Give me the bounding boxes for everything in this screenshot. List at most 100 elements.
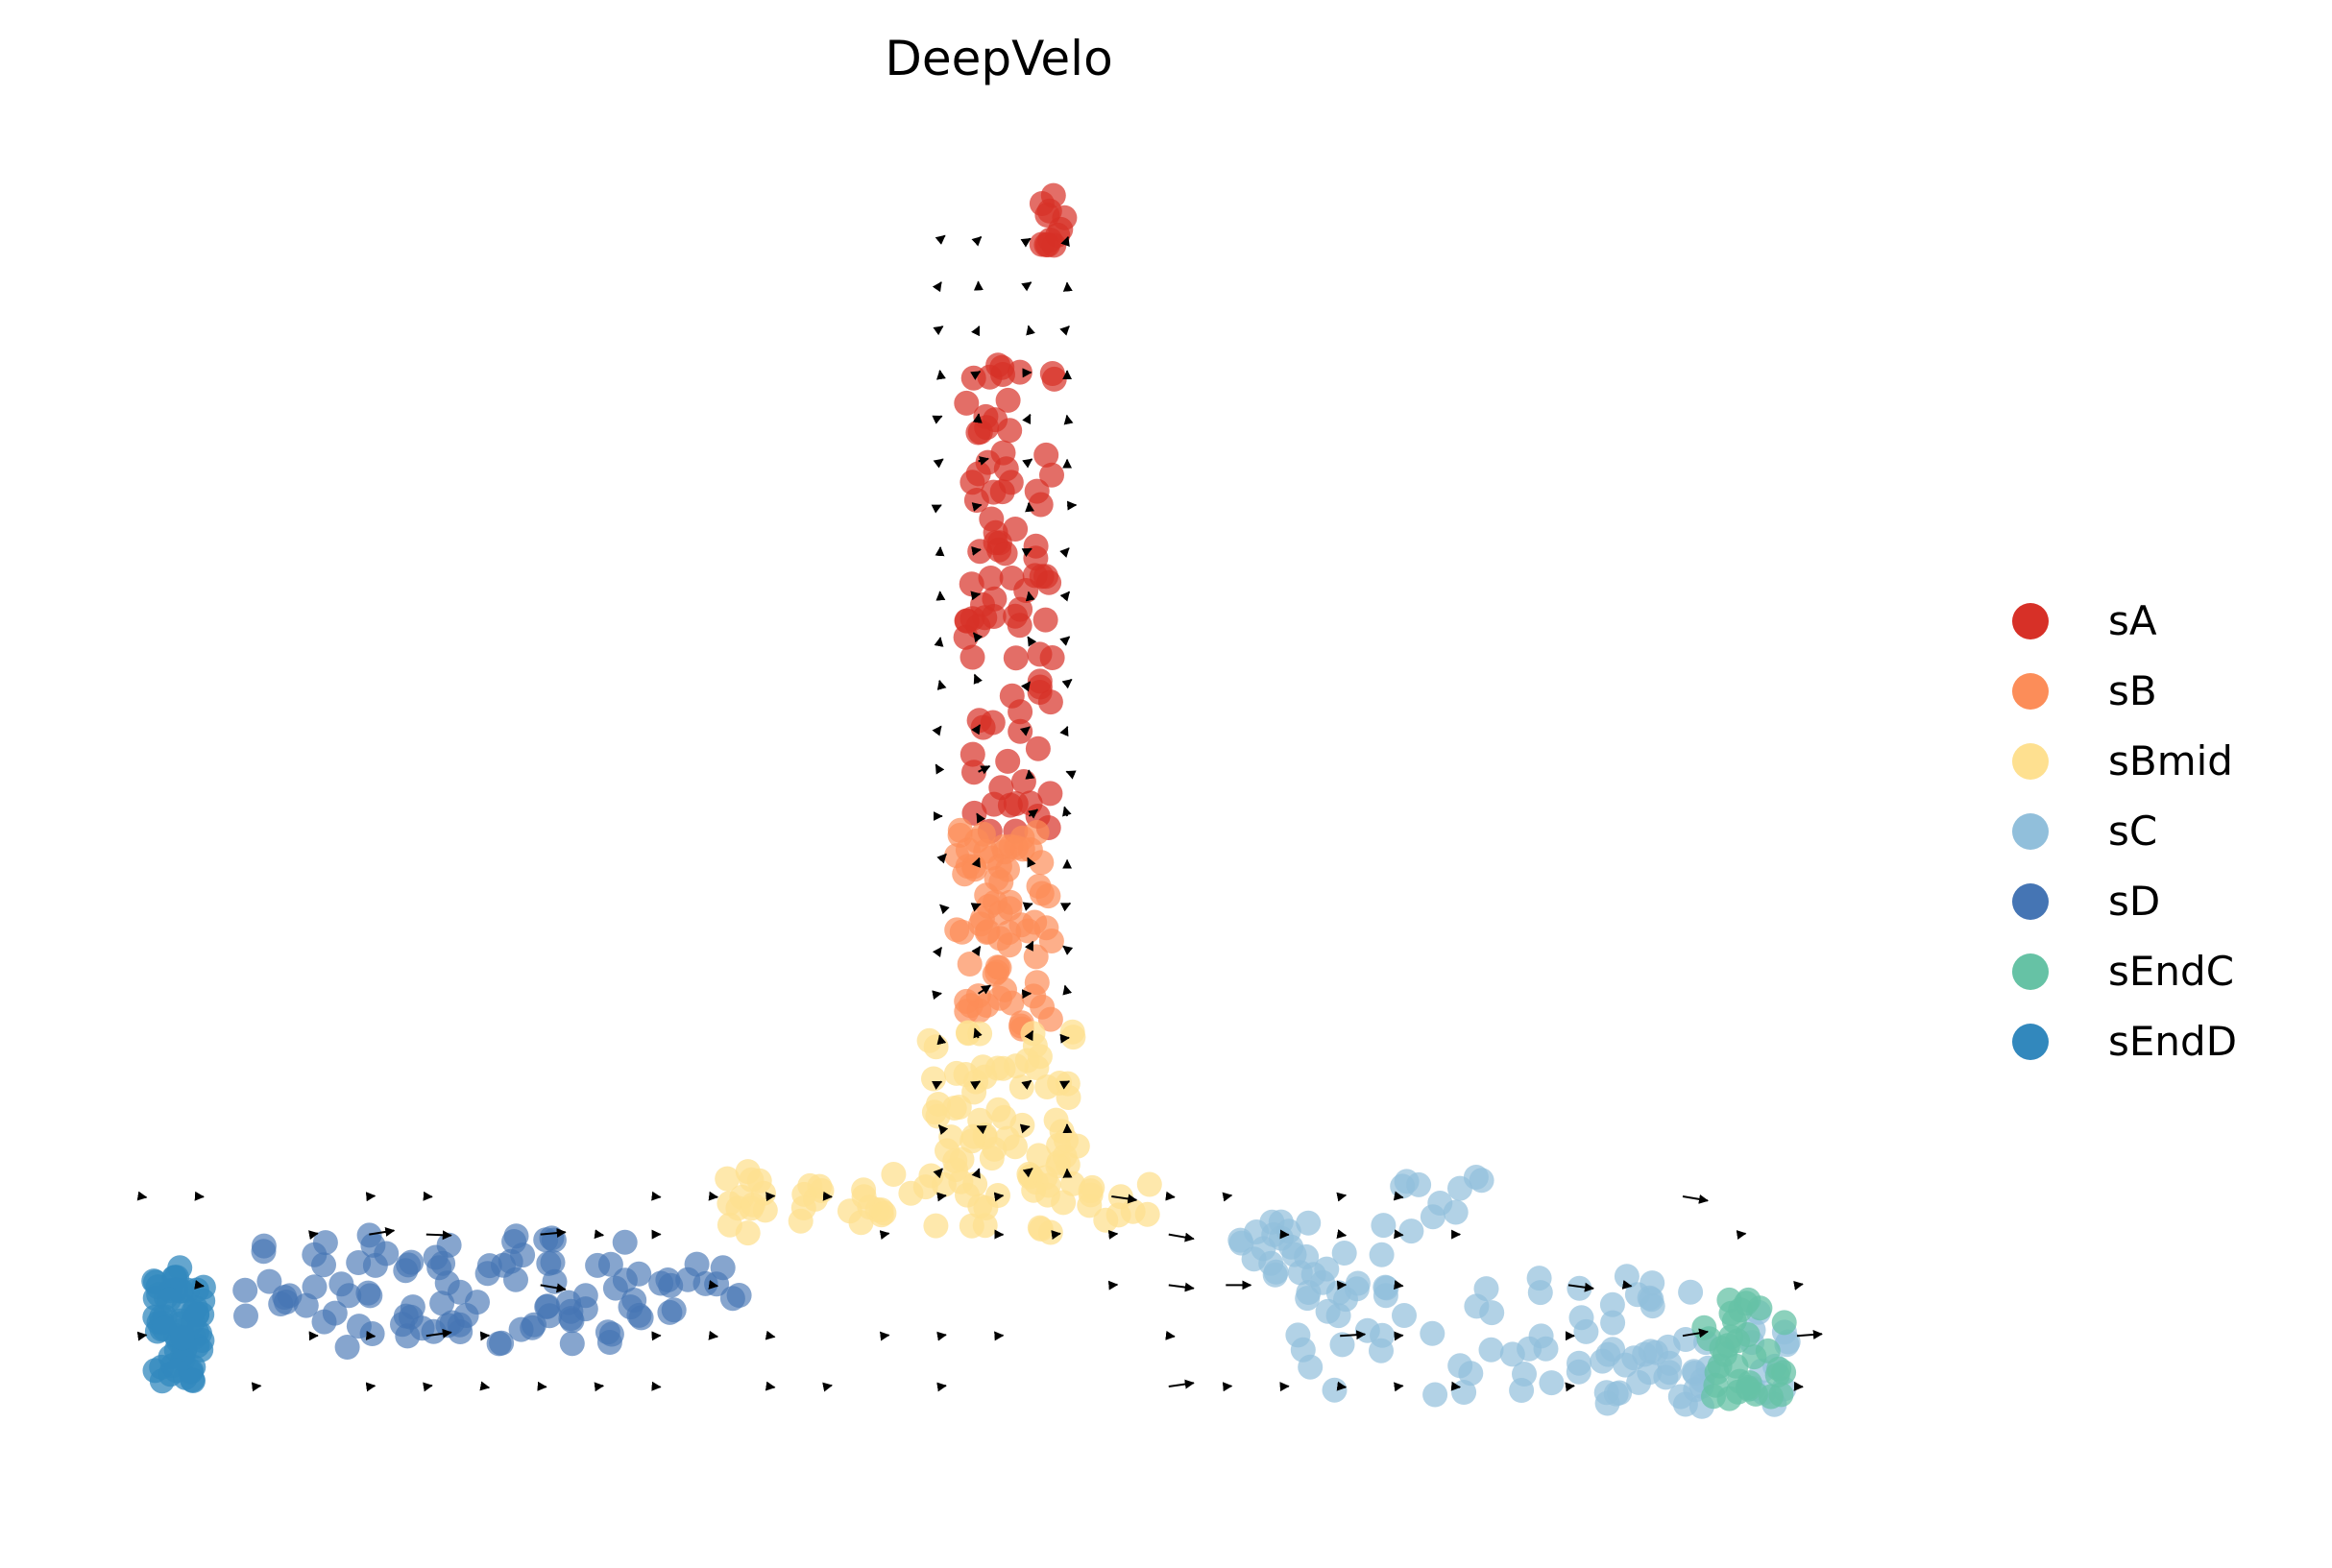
point-sD xyxy=(429,1291,455,1316)
series-sEndC xyxy=(1691,1287,1797,1411)
point-sA xyxy=(1027,668,1053,694)
point-sC xyxy=(1775,1329,1801,1355)
point-sA xyxy=(960,644,985,670)
legend-swatch xyxy=(2012,672,2049,710)
point-sEndD xyxy=(170,1325,195,1351)
velocity-arrow xyxy=(1682,1194,1709,1204)
point-sBmid xyxy=(1078,1178,1104,1204)
point-sC xyxy=(1632,1341,1658,1367)
velocity-arrow xyxy=(1394,1331,1404,1341)
point-sB xyxy=(986,854,1012,880)
velocity-arrow xyxy=(933,326,944,336)
velocity-arrow xyxy=(651,1191,662,1201)
point-sEndC xyxy=(1716,1386,1742,1411)
point-sC xyxy=(1527,1280,1553,1306)
point-sBmid xyxy=(788,1208,814,1234)
velocity-arrow xyxy=(1222,1192,1233,1202)
velocity-arrow xyxy=(937,1124,949,1135)
velocity-arrow xyxy=(935,763,945,775)
point-sC xyxy=(1607,1380,1633,1406)
point-sD xyxy=(396,1252,422,1278)
velocity-arrow xyxy=(936,1382,947,1392)
point-sD xyxy=(328,1271,354,1297)
velocity-arrow xyxy=(931,504,942,514)
velocity-arrow xyxy=(978,456,989,466)
point-sB xyxy=(1024,970,1050,996)
point-sA xyxy=(990,362,1015,387)
point-sD xyxy=(232,1277,258,1303)
point-sB xyxy=(999,990,1025,1016)
velocity-arrow xyxy=(365,1382,377,1392)
point-sD xyxy=(508,1316,534,1342)
point-sA xyxy=(960,606,985,632)
velocity-arrow xyxy=(1340,1330,1367,1340)
velocity-arrow xyxy=(1621,1279,1633,1290)
point-sB xyxy=(947,817,973,843)
point-sBmid xyxy=(1003,1053,1029,1079)
point-sC xyxy=(1290,1337,1316,1363)
point-sA xyxy=(1010,769,1036,794)
velocity-arrow xyxy=(935,234,946,245)
point-sA xyxy=(1037,781,1063,807)
point-sA xyxy=(1039,645,1065,670)
velocity-arrow xyxy=(708,1330,719,1340)
velocity-arrow xyxy=(978,984,992,995)
point-sC xyxy=(1567,1350,1591,1376)
point-sBmid xyxy=(1051,1190,1077,1216)
point-sBmid xyxy=(1060,1025,1086,1050)
velocity-arrow xyxy=(1793,1281,1804,1291)
series-sBmid xyxy=(715,1019,1162,1246)
point-sA xyxy=(1036,569,1062,595)
point-sBmid xyxy=(1026,1143,1052,1169)
velocity-arrow xyxy=(1165,1330,1176,1340)
point-sBmid xyxy=(921,1066,946,1092)
point-sA xyxy=(1008,699,1033,725)
velocity-arrow xyxy=(978,765,991,775)
point-sBmid xyxy=(946,1095,972,1120)
point-sA xyxy=(1023,545,1049,571)
velocity-arrow xyxy=(1062,945,1074,955)
point-sB xyxy=(1035,883,1061,909)
velocity-arrow xyxy=(932,725,942,736)
point-sBmid xyxy=(851,1184,877,1210)
velocity-arrow xyxy=(1111,1194,1138,1204)
velocity-arrow xyxy=(1059,636,1071,646)
legend-item-sEndC: sEndC xyxy=(2012,936,2237,1006)
velocity-arrow xyxy=(1059,326,1070,336)
point-sA xyxy=(986,530,1012,556)
velocity-arrow xyxy=(540,1283,567,1293)
point-sA xyxy=(978,566,1004,591)
point-sEndC xyxy=(1712,1341,1737,1367)
point-sC xyxy=(1639,1287,1664,1313)
point-sC xyxy=(1667,1384,1693,1410)
velocity-arrow xyxy=(822,1382,833,1392)
velocity-arrow xyxy=(972,632,984,643)
velocity-arrow xyxy=(1060,902,1072,912)
velocity-arrow xyxy=(933,1168,943,1179)
legend-item-sC: sC xyxy=(2012,796,2237,866)
point-sC xyxy=(1478,1337,1504,1363)
point-sC xyxy=(1464,1293,1490,1319)
velocity-arrow xyxy=(970,371,982,380)
velocity-arrow xyxy=(251,1382,262,1392)
velocity-arrow xyxy=(1394,1280,1404,1290)
series-sEndD xyxy=(141,1255,216,1394)
point-sD xyxy=(398,1304,424,1330)
velocity-arrow xyxy=(973,673,983,685)
point-sB xyxy=(1030,994,1056,1020)
point-sD xyxy=(534,1294,560,1319)
velocity-arrow xyxy=(1022,1168,1033,1178)
velocity-arrow xyxy=(970,1080,982,1091)
velocity-arrow xyxy=(425,1230,452,1241)
point-sC xyxy=(1443,1199,1469,1225)
scatter-plot xyxy=(136,182,1823,1419)
point-sC xyxy=(1329,1332,1355,1358)
velocity-arrow xyxy=(369,1226,396,1237)
velocity-arrow xyxy=(932,281,942,293)
legend-swatch xyxy=(2012,602,2049,639)
velocity-arrow xyxy=(1060,235,1070,247)
point-sA xyxy=(961,760,986,785)
point-sD xyxy=(595,1319,620,1345)
legend-swatch xyxy=(2012,953,2049,990)
point-sD xyxy=(540,1249,566,1275)
